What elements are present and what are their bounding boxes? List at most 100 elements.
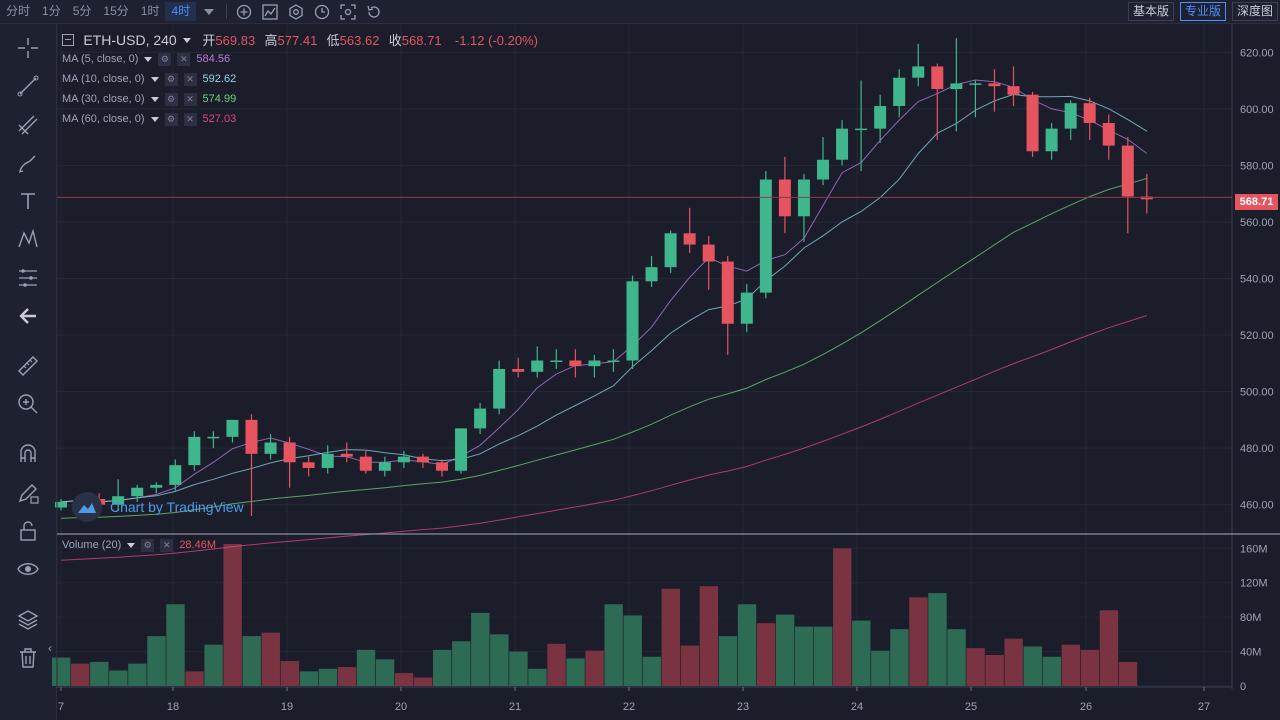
- ma30-remove-icon[interactable]: ✕: [183, 92, 197, 106]
- ma30-settings-icon[interactable]: ⚙: [164, 92, 178, 106]
- low-label: 低: [326, 33, 340, 48]
- candle-up: [588, 360, 601, 367]
- settings-icon[interactable]: [283, 0, 309, 23]
- volume-bar: [375, 659, 395, 686]
- pitchfork-icon[interactable]: [14, 111, 42, 139]
- volume-bar: [204, 644, 223, 686]
- time-axis-label: 20: [395, 701, 407, 713]
- volume-remove-icon[interactable]: ✕: [160, 538, 174, 552]
- volume-bar: [185, 671, 204, 686]
- candle-down: [569, 360, 582, 367]
- volume-bars: [52, 544, 1138, 686]
- ma30-legend[interactable]: MA (30, close, 0) ⚙ ✕ 574.99: [62, 90, 236, 108]
- trash-icon[interactable]: [14, 644, 42, 672]
- chart-type-icon[interactable]: [257, 0, 283, 23]
- ruler-icon[interactable]: [14, 352, 42, 380]
- clock-icon[interactable]: [309, 0, 335, 23]
- tradingview-watermark[interactable]: Chart by TradingView: [72, 492, 244, 522]
- magnet-icon[interactable]: [14, 440, 42, 468]
- symbol-label[interactable]: ETH-USD, 240: [83, 32, 177, 48]
- volume-axis-label: 40M: [1240, 647, 1261, 659]
- candle-down: [683, 233, 696, 245]
- trend-line-icon[interactable]: [14, 72, 42, 100]
- ma30-dropdown-icon[interactable]: [150, 96, 159, 102]
- ma10-legend[interactable]: MA (10, close, 0) ⚙ ✕ 592.62: [62, 70, 236, 88]
- ma5-settings-icon[interactable]: ⚙: [158, 52, 172, 66]
- price-axis-label: 500.00: [1240, 387, 1274, 399]
- candle-up: [874, 106, 887, 129]
- candle-up: [207, 436, 220, 439]
- volume-legend[interactable]: Volume (20) ⚙ ✕ 28.46M: [62, 536, 216, 554]
- ma60-dropdown-icon[interactable]: [150, 116, 159, 122]
- ma5-remove-icon[interactable]: ✕: [177, 52, 191, 66]
- edit-lock-icon[interactable]: [14, 479, 42, 507]
- ma60-legend[interactable]: MA (60, close, 0) ⚙ ✕ 527.03: [62, 110, 236, 128]
- ma5-legend[interactable]: MA (5, close, 0) ⚙ ✕ 584.56: [62, 50, 230, 68]
- pane-collapse-icon[interactable]: ‹: [48, 641, 52, 655]
- price-axis-label: 580.00: [1240, 160, 1274, 172]
- time-axis-label: 26: [1080, 701, 1092, 713]
- time-axis-label: 27: [1198, 701, 1210, 713]
- ma10-settings-icon[interactable]: ⚙: [164, 72, 178, 86]
- last-price-tag: 568.71: [1235, 194, 1278, 210]
- add-indicator-icon[interactable]: [231, 0, 257, 23]
- volume-bar: [394, 673, 414, 686]
- time-axis-label: 7: [58, 701, 64, 713]
- ma10-label: MA (10, close, 0): [62, 73, 145, 85]
- candle-up: [664, 233, 677, 268]
- layers-icon[interactable]: [14, 606, 42, 634]
- fib-retracement-icon[interactable]: [14, 264, 42, 292]
- ma60-label: MA (60, close, 0): [62, 113, 145, 125]
- candle-up: [950, 83, 963, 90]
- pattern-icon[interactable]: [14, 225, 42, 253]
- ma60-settings-icon[interactable]: ⚙: [164, 112, 178, 126]
- volume-bar: [661, 588, 680, 686]
- timeframe-5min[interactable]: 5分: [72, 4, 92, 18]
- screenshot-icon[interactable]: [335, 0, 361, 23]
- pro-view-button[interactable]: 专业版: [1179, 2, 1226, 21]
- ma10-dropdown-icon[interactable]: [150, 76, 159, 82]
- unlock-icon[interactable]: [14, 517, 42, 545]
- candle-up: [550, 360, 563, 363]
- timeframe-dropdown-icon[interactable]: [196, 0, 222, 23]
- volume-bar: [547, 643, 566, 686]
- close-label: 收: [388, 33, 402, 48]
- volume-settings-icon[interactable]: ⚙: [141, 538, 155, 552]
- chart-axes: 460.00 480.00 500.00 520.00 540.00 560.00 580.…: [56, 24, 1280, 713]
- volume-bar: [909, 597, 928, 686]
- volume-bar: [471, 612, 490, 686]
- candle-down: [1007, 86, 1020, 95]
- symbol-dropdown-icon[interactable]: [183, 38, 192, 43]
- back-arrow-icon[interactable]: [14, 302, 42, 330]
- volume-dropdown-icon[interactable]: [127, 542, 136, 548]
- basic-view-button[interactable]: 基本版: [1127, 2, 1174, 21]
- timeframe-1h[interactable]: 1时: [140, 4, 160, 18]
- timeframe-4h[interactable]: 4时: [165, 2, 197, 21]
- ma60-remove-icon[interactable]: ✕: [183, 112, 197, 126]
- price-axis-label: 560.00: [1240, 217, 1274, 229]
- ma5-dropdown-icon[interactable]: [144, 56, 153, 62]
- reset-icon[interactable]: [361, 0, 387, 23]
- ma10-remove-icon[interactable]: ✕: [183, 72, 197, 86]
- eye-icon[interactable]: [14, 555, 42, 583]
- time-axis-label: 22: [623, 701, 635, 713]
- timeframe-15min[interactable]: 15分: [103, 4, 129, 18]
- candle-down: [1083, 103, 1096, 123]
- volume-bar: [147, 636, 166, 686]
- timeframe-fenshi[interactable]: 分时: [6, 4, 31, 18]
- brush-icon[interactable]: [14, 149, 42, 177]
- candle-down: [245, 419, 258, 454]
- legend-collapse-icon[interactable]: [62, 34, 74, 46]
- candle-up: [797, 179, 810, 217]
- candle-down: [512, 368, 525, 372]
- depth-chart-button[interactable]: 深度图: [1231, 2, 1278, 21]
- candle-up: [740, 292, 753, 324]
- zoom-in-icon[interactable]: [14, 390, 42, 418]
- time-axis-label: 19: [281, 701, 293, 713]
- candle-up: [150, 484, 163, 488]
- candle-up: [131, 487, 144, 497]
- text-tool-icon[interactable]: [14, 187, 42, 215]
- crosshair-icon[interactable]: [14, 34, 42, 62]
- timeframe-1min[interactable]: 1分: [42, 4, 61, 18]
